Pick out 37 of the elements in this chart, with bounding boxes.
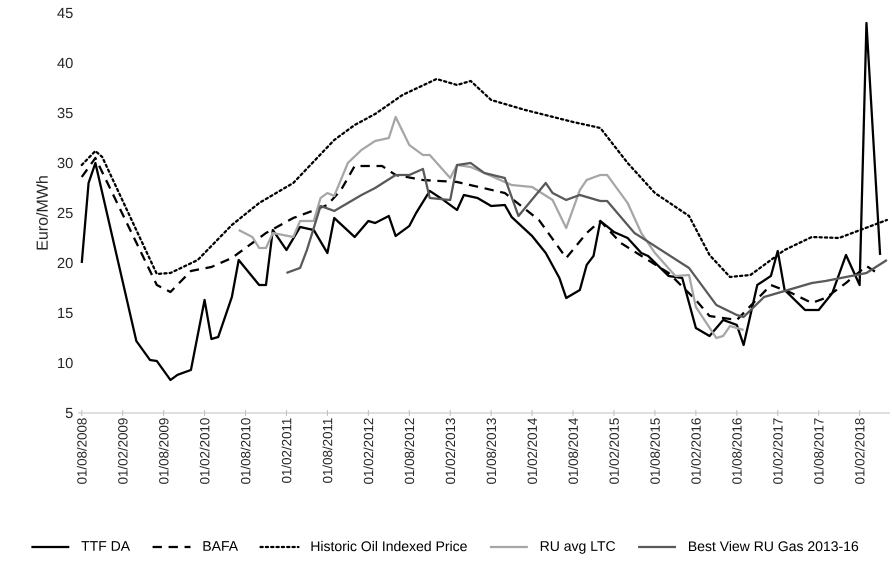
- legend-label: RU avg LTC: [540, 541, 616, 554]
- y-tick-label: 10: [58, 358, 73, 368]
- x-tick-label: 01/02/2010: [200, 418, 210, 484]
- legend-label: Best View RU Gas 2013-16: [688, 540, 858, 552]
- y-tick-label: 35: [58, 108, 73, 118]
- y-tick-label: 25: [58, 208, 73, 218]
- y-axis-title: Euro/MWh: [36, 176, 48, 250]
- x-tick-label: 01/08/2014: [568, 418, 578, 484]
- x-tick-label: 01/08/2009: [158, 418, 169, 484]
- x-tick-label: 01/02/2013: [445, 418, 456, 484]
- x-tick-label: 01/08/2015: [650, 418, 660, 484]
- x-tick-label: 01/08/2011: [322, 418, 332, 483]
- x-tick-label: 01/02/2012: [363, 418, 374, 484]
- legend-label: BAFA: [203, 541, 238, 551]
- x-tick-label: 01/02/2017: [772, 418, 783, 484]
- x-tick-label: 01/02/2015: [609, 418, 619, 484]
- x-tick-label: 01/08/2017: [814, 418, 824, 484]
- y-tick-label: 15: [58, 308, 73, 318]
- x-tick-label: 01/08/2010: [240, 418, 250, 484]
- x-tick-label: 01/08/2013: [486, 418, 496, 484]
- x-tick-label: 01/02/2016: [690, 418, 701, 484]
- y-tick-label: 30: [58, 158, 73, 168]
- y-tick-label: 5: [66, 408, 73, 418]
- x-tick-label: 01/02/2011: [282, 418, 292, 483]
- y-tick-label: 20: [58, 258, 73, 268]
- x-tick-label: 01/02/2009: [118, 418, 128, 484]
- x-tick-label: 01/08/2016: [732, 418, 742, 484]
- legend-label: Historic Oil Indexed Price: [311, 540, 467, 552]
- y-tick-label: 40: [57, 58, 73, 68]
- y-tick-label: 45: [57, 8, 73, 18]
- x-tick-label: 01/02/2014: [527, 418, 537, 484]
- line-series: [238, 116, 745, 340]
- x-tick-label: 01/08/2012: [404, 418, 414, 484]
- line-series: [285, 162, 888, 318]
- x-tick-label: 01/08/2008: [76, 418, 87, 484]
- legend-label: TTF DA: [81, 541, 130, 551]
- x-tick-label: 01/02/2018: [854, 418, 865, 484]
